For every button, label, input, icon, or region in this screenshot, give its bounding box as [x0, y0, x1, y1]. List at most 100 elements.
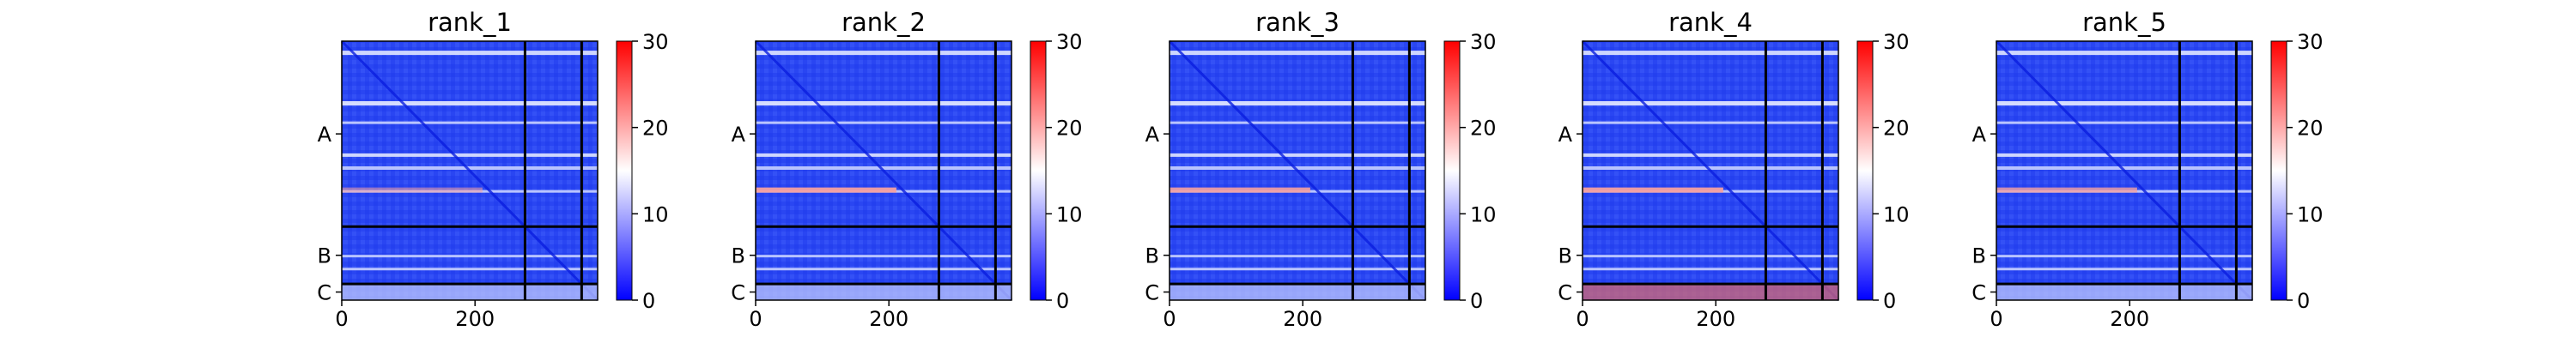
- heatmap-streak-1: [342, 51, 598, 56]
- colorbar-tick-label-4: 30: [1470, 30, 1497, 54]
- x-tick-label-1: 0: [1576, 307, 1589, 331]
- colorbar-tick-label-2: 10: [1883, 202, 1910, 226]
- x-tick-label-2: 200: [455, 307, 495, 331]
- colorbar-tick-label-2: 10: [642, 202, 669, 226]
- heatmap-streak-1: [1170, 51, 1425, 56]
- heatmap-high-error-band: [342, 187, 483, 193]
- colorbar-tick-label-4: 30: [642, 30, 669, 54]
- heatmap-streak-4: [756, 153, 1012, 157]
- colorbar-tick-label-1: 0: [1470, 289, 1483, 313]
- heatmap-streak-7: [342, 255, 598, 258]
- colorbar-tick-label-4: 30: [2297, 30, 2324, 54]
- heatmap-chain-c-strip: [756, 284, 1012, 300]
- heatmap-diagonal: [754, 39, 1013, 302]
- heatmap-streak-3: [1170, 121, 1425, 124]
- colorbar-tick-label-1: 0: [2297, 289, 2310, 313]
- heatmap-streak-8: [1583, 268, 1838, 271]
- x-tick-label-2: 200: [2110, 307, 2149, 331]
- colorbar-tick-label-3: 20: [642, 117, 669, 141]
- colorbar-tick-label-3: 20: [1056, 117, 1083, 141]
- heatmap-streak-5: [1996, 165, 2252, 170]
- colorbar: [1856, 40, 1874, 301]
- colorbar: [616, 40, 633, 301]
- colorbar-tick-label-2: 10: [2297, 202, 2324, 226]
- panel-title: rank_2: [841, 8, 926, 37]
- heatmap-chain-c-strip: [342, 284, 598, 300]
- heatmap-streak-3: [756, 121, 1012, 124]
- colorbar-tick-label-1: 0: [1883, 289, 1896, 313]
- heatmap-streak-2: [1170, 100, 1425, 105]
- chain-label-A: A: [732, 123, 746, 147]
- chain-label-C: C: [1971, 281, 1986, 305]
- heatmap-chain-c-strip: [1996, 284, 2252, 300]
- colorbar-tick-label-3: 20: [2297, 117, 2324, 141]
- heatmap-frame: [1582, 40, 1839, 301]
- heatmap-chain-c-strip: [1583, 284, 1838, 300]
- colorbar: [1443, 40, 1461, 301]
- colorbar-tick-label-3: 20: [1470, 117, 1497, 141]
- heatmap-streak-4: [1583, 153, 1838, 157]
- chain-label-C: C: [1145, 281, 1159, 305]
- colorbar-tick-label-2: 10: [1470, 202, 1497, 226]
- heatmap-high-error-band: [1996, 187, 2137, 193]
- x-tick-label-1: 0: [1163, 307, 1176, 331]
- chain-label-B: B: [318, 244, 331, 268]
- heatmap-streak-5: [756, 165, 1012, 170]
- heatmap-streak-2: [756, 100, 1012, 105]
- heatmap-streak-5: [342, 165, 598, 170]
- x-tick-label-2: 200: [1283, 307, 1322, 331]
- heatmap-frame: [1996, 40, 2253, 301]
- heatmap-high-error-band: [1583, 187, 1723, 193]
- heatmap-streak-7: [756, 255, 1012, 258]
- heatmap-streak-3: [1996, 121, 2252, 124]
- colorbar-tick-label-4: 30: [1883, 30, 1910, 54]
- panel-title: rank_4: [1668, 8, 1753, 37]
- heatmap-streak-5: [1583, 165, 1838, 170]
- heatmap-streak-1: [1583, 51, 1838, 56]
- heatmap-streak-4: [1996, 153, 2252, 157]
- heatmap-streak-5: [1170, 165, 1425, 170]
- chain-label-C: C: [317, 281, 331, 305]
- heatmap-streak-7: [1170, 255, 1425, 258]
- colorbar-tick-label-1: 0: [1056, 289, 1069, 313]
- heatmap-streak-4: [1170, 153, 1425, 157]
- x-tick-label-2: 200: [1696, 307, 1735, 331]
- heatmap-streak-3: [342, 121, 598, 124]
- heatmap-diagonal: [1168, 39, 1427, 302]
- panel-title: rank_3: [1255, 8, 1340, 37]
- x-tick-label-2: 200: [869, 307, 908, 331]
- heatmap-streak-2: [342, 100, 598, 105]
- chain-label-C: C: [731, 281, 745, 305]
- heatmap-streak-1: [1996, 51, 2252, 56]
- heatmap-diagonal: [1581, 39, 1840, 302]
- chain-label-B: B: [1558, 244, 1572, 268]
- panel-title: rank_1: [428, 8, 512, 37]
- colorbar-tick-label-4: 30: [1056, 30, 1083, 54]
- chain-label-A: A: [1145, 123, 1160, 147]
- chain-label-A: A: [318, 123, 332, 147]
- x-tick-label-1: 0: [749, 307, 762, 331]
- chain-label-B: B: [1145, 244, 1159, 268]
- heatmap-high-error-band: [1170, 187, 1310, 193]
- heatmap-streak-2: [1583, 100, 1838, 105]
- heatmap-frame: [341, 40, 598, 301]
- heatmap-streak-2: [1996, 100, 2252, 105]
- heatmap-frame: [1169, 40, 1426, 301]
- heatmap-streak-7: [1996, 255, 2252, 258]
- colorbar-tick-label-1: 0: [642, 289, 655, 313]
- heatmap-chain-c-strip: [1170, 284, 1425, 300]
- heatmap-diagonal: [1995, 39, 2254, 302]
- colorbar: [2270, 40, 2287, 301]
- heatmap-streak-4: [342, 153, 598, 157]
- chain-label-B: B: [732, 244, 745, 268]
- chain-label-C: C: [1558, 281, 1572, 305]
- heatmap-streak-7: [1583, 255, 1838, 258]
- colorbar-tick-label-2: 10: [1056, 202, 1083, 226]
- x-tick-label-1: 0: [1990, 307, 2002, 331]
- heatmap-frame: [755, 40, 1012, 301]
